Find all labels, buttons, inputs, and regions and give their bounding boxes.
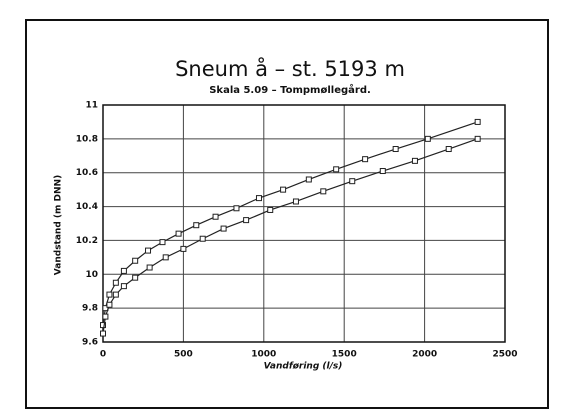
point bbox=[112, 291, 119, 298]
point bbox=[180, 245, 187, 252]
point bbox=[132, 257, 139, 264]
frame bbox=[25, 19, 549, 409]
y-tick-label: 10.2 bbox=[76, 236, 98, 246]
point bbox=[267, 206, 274, 213]
point bbox=[320, 188, 327, 195]
point bbox=[100, 322, 106, 329]
y-tick-label: 11 bbox=[85, 101, 98, 111]
y-tick-label: 9.8 bbox=[82, 304, 98, 314]
point bbox=[145, 247, 152, 254]
x-tick-label: 1500 bbox=[332, 350, 357, 360]
point bbox=[392, 146, 399, 153]
point bbox=[193, 222, 200, 229]
point bbox=[280, 186, 287, 193]
y-tick-label: 10.6 bbox=[76, 168, 98, 178]
x-tick-label: 2500 bbox=[492, 350, 517, 360]
point bbox=[220, 225, 227, 232]
y-axis-label: Vandstand (m DNN) bbox=[54, 175, 64, 275]
point bbox=[255, 195, 262, 202]
x-tick-label: 1000 bbox=[251, 350, 276, 360]
y-tick-label: 10.8 bbox=[76, 134, 98, 144]
chart-title: Sneum å – st. 5193 m bbox=[175, 56, 405, 81]
point bbox=[106, 301, 113, 308]
y-tick-label: 10 bbox=[85, 270, 98, 280]
point bbox=[199, 235, 206, 242]
point bbox=[292, 198, 299, 205]
point bbox=[349, 178, 356, 185]
x-tick-label: 2000 bbox=[412, 350, 437, 360]
point bbox=[146, 264, 153, 271]
point bbox=[474, 135, 481, 142]
point bbox=[333, 166, 340, 173]
point bbox=[424, 135, 431, 142]
point bbox=[411, 157, 418, 164]
point bbox=[159, 239, 166, 246]
point bbox=[175, 230, 182, 237]
point bbox=[100, 330, 106, 337]
plot-area bbox=[102, 104, 506, 343]
point bbox=[243, 217, 250, 224]
point bbox=[106, 291, 113, 298]
point bbox=[305, 176, 312, 183]
point bbox=[102, 313, 109, 320]
point bbox=[120, 283, 127, 290]
point bbox=[120, 267, 127, 274]
y-tick-label: 10.4 bbox=[76, 202, 98, 212]
point bbox=[132, 274, 139, 281]
x-tick-label: 500 bbox=[174, 350, 193, 360]
point bbox=[112, 279, 119, 286]
x-tick-label: 0 bbox=[100, 350, 106, 360]
chart-subtitle: Skala 5.09 – Tompmøllegård. bbox=[209, 83, 371, 96]
point bbox=[212, 213, 219, 220]
series-line bbox=[102, 138, 478, 334]
y-tick-label: 9.6 bbox=[82, 338, 98, 348]
point bbox=[162, 254, 169, 261]
point bbox=[474, 118, 481, 125]
point bbox=[362, 156, 369, 163]
point bbox=[233, 205, 240, 212]
point bbox=[445, 146, 452, 153]
point bbox=[379, 168, 386, 175]
x-axis-label: Vandføring (l/s) bbox=[264, 362, 343, 372]
series-line bbox=[102, 121, 478, 326]
